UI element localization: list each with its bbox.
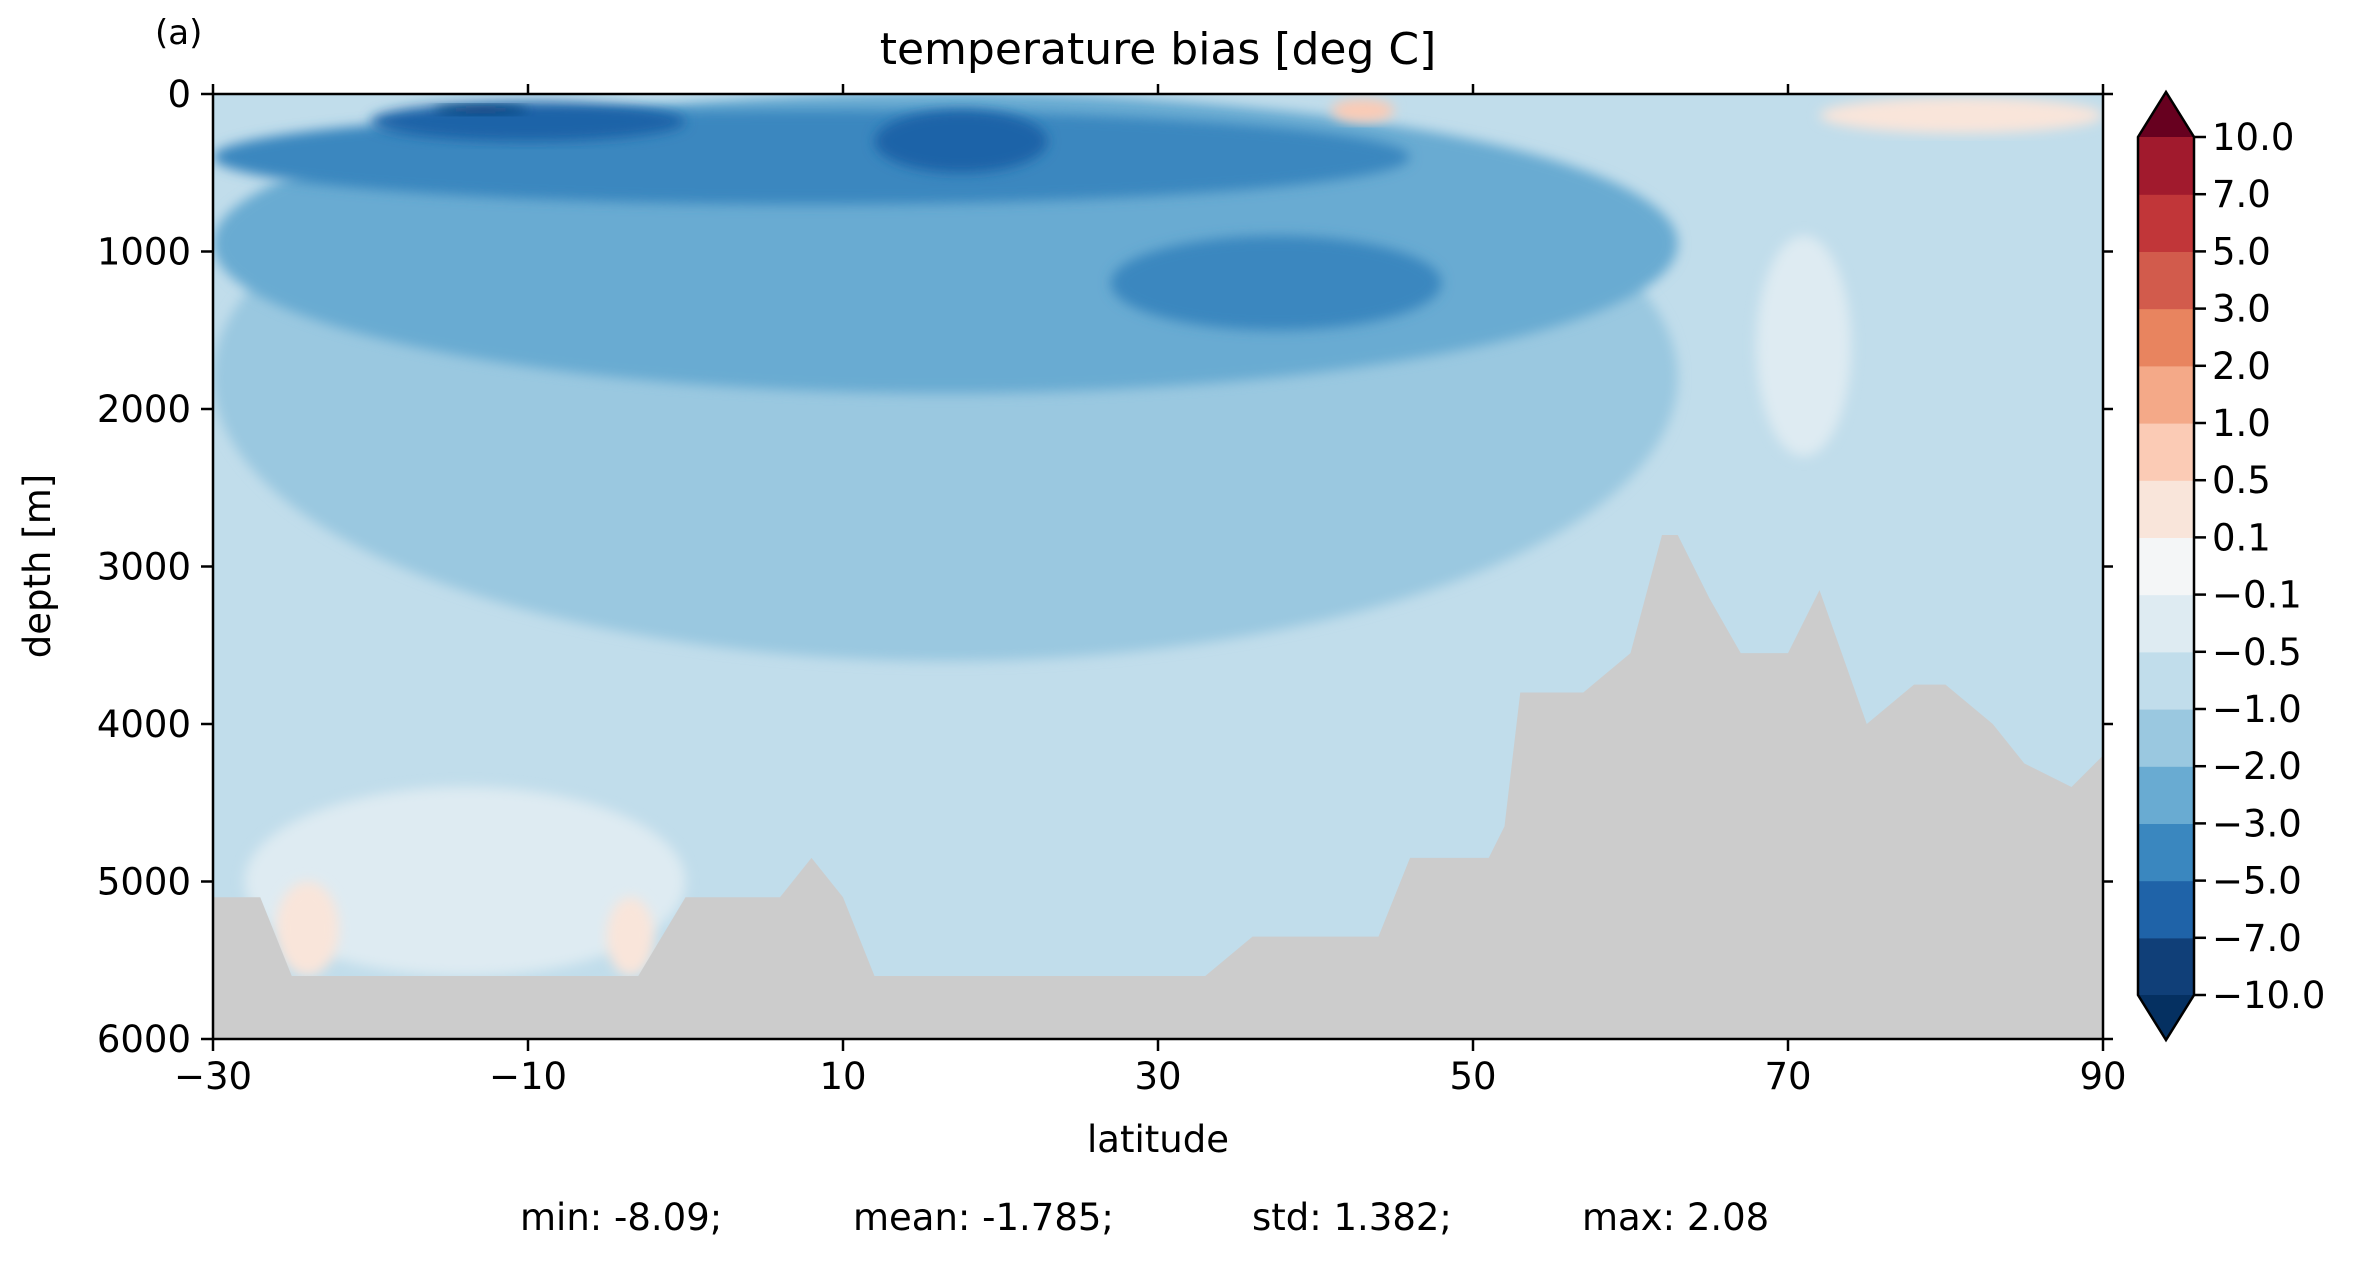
colorbar-tick-label: 3.0 <box>2212 288 2271 331</box>
colorbar-tick-label: −1.0 <box>2212 688 2302 731</box>
colorbar: 10.0 7.0 5.0 3.0 2.0 1.0 0.5 0.1 −0.1 −0.5 −1.0 −2.… <box>2136 89 2325 1043</box>
y-tick-label: 4000 <box>97 703 191 746</box>
field-region <box>244 787 686 976</box>
colorbar-tick-label: −10.0 <box>2212 974 2325 1017</box>
x-axis: −30 −10 10 30 50 70 90 <box>174 84 2127 1098</box>
colorbar-segment <box>2138 709 2194 767</box>
colorbar-segment <box>2138 251 2194 310</box>
chart-title: temperature bias [deg C] <box>880 24 1437 75</box>
y-tick-label: 5000 <box>97 861 191 904</box>
field-region <box>433 105 528 115</box>
colorbar-tick-label: −5.0 <box>2212 860 2302 903</box>
colorbar-segment <box>2138 308 2194 367</box>
stat-std: std: 1.382; <box>1252 1196 1452 1239</box>
field-region <box>606 897 654 976</box>
x-tick-label: 50 <box>1449 1055 1496 1098</box>
colorbar-segment <box>2138 537 2194 596</box>
field-region <box>370 101 686 142</box>
colorbar-segment <box>2138 766 2194 824</box>
stat-max: max: 2.08 <box>1582 1196 1770 1239</box>
x-tick-label: 90 <box>2079 1055 2126 1098</box>
stat-mean: mean: -1.785; <box>853 1196 1114 1239</box>
colorbar-tick-label: 5.0 <box>2212 230 2271 273</box>
colorbar-segment <box>2138 880 2194 939</box>
colorbar-segment <box>2138 423 2194 481</box>
colorbar-segment <box>2138 937 2194 996</box>
colorbar-tick-label: 0.1 <box>2212 516 2271 559</box>
y-tick-label: 6000 <box>97 1018 191 1061</box>
colorbar-segment <box>2138 194 2194 252</box>
x-tick-label: −10 <box>489 1055 567 1098</box>
colorbar-tick-label: −7.0 <box>2212 917 2302 960</box>
y-tick-label: 2000 <box>97 388 191 431</box>
colorbar-tick-label: 10.0 <box>2212 116 2294 159</box>
stat-min: min: -8.09; <box>520 1196 723 1239</box>
y-axis: 0 1000 2000 3000 4000 5000 6000 <box>97 73 2113 1061</box>
colorbar-tick-label: 0.5 <box>2212 459 2271 502</box>
colorbar-segment <box>2138 594 2194 653</box>
field-region <box>1819 97 2103 134</box>
colorbar-tick-label: −0.5 <box>2212 631 2302 674</box>
y-tick-label: 0 <box>167 73 191 116</box>
colorbar-segment <box>2138 823 2194 882</box>
field-region <box>276 881 339 976</box>
colorbar-over-arrow <box>2138 92 2194 137</box>
field-region <box>1331 98 1395 123</box>
colorbar-segment <box>2138 651 2194 710</box>
colorbar-tick-label: 1.0 <box>2212 402 2271 445</box>
colorbar-tick-label: −0.1 <box>2212 574 2302 617</box>
colorbar-segment <box>2138 365 2194 424</box>
colorbar-segment <box>2138 137 2194 195</box>
x-tick-label: −30 <box>174 1055 252 1098</box>
field-region <box>874 109 1048 173</box>
colorbar-tick-label: 7.0 <box>2212 173 2271 216</box>
y-axis-label: depth [m] <box>16 474 59 658</box>
statistics-line: min: -8.09; mean: -1.785; std: 1.382; ma… <box>0 1190 2362 1250</box>
x-axis-label: latitude <box>1087 1118 1229 1161</box>
panel-label: (a) <box>155 13 202 53</box>
field-region <box>1110 235 1442 331</box>
colorbar-tick-label: 2.0 <box>2212 345 2271 388</box>
colorbar-segment <box>2138 480 2194 538</box>
y-tick-label: 1000 <box>97 231 191 274</box>
x-tick-label: 30 <box>1134 1055 1181 1098</box>
colorbar-tick-label: −2.0 <box>2212 745 2302 788</box>
y-tick-label: 3000 <box>97 546 191 589</box>
field-region <box>1756 235 1851 457</box>
x-tick-label: 10 <box>819 1055 866 1098</box>
colorbar-under-arrow <box>2138 995 2194 1040</box>
x-tick-label: 70 <box>1764 1055 1811 1098</box>
land-mask <box>213 535 2103 1039</box>
figure: (a) temperature bias [deg C] −30 −10 10 30 5… <box>16 13 2325 1161</box>
temperature-bias-field <box>213 94 2103 1039</box>
colorbar-tick-label: −3.0 <box>2212 802 2302 845</box>
